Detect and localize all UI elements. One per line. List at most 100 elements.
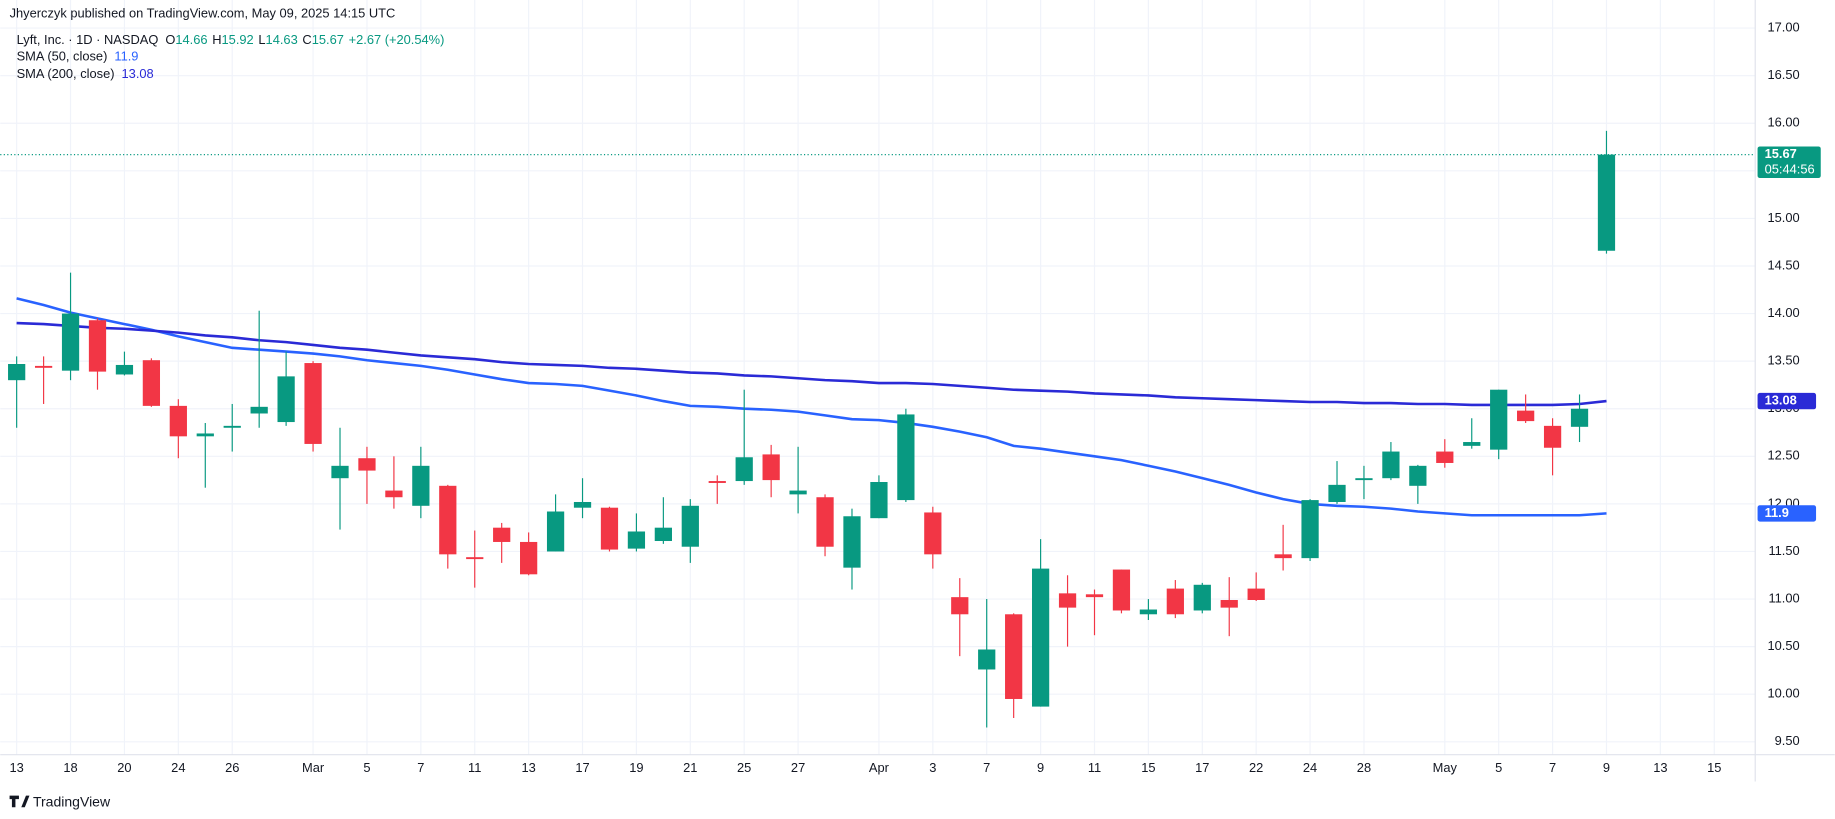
candle-body [142,360,161,406]
x-tick-label: 13 [1653,760,1667,775]
x-tick-label: 19 [629,760,643,775]
candle-body [520,541,538,575]
sma-line [16,321,1607,407]
candle-body [1463,442,1481,446]
candle-body [1220,600,1238,608]
plot [0,130,1756,728]
x-tick-label: 7 [1549,760,1556,775]
candle-body [573,501,592,508]
x-tick-label: 24 [171,760,185,775]
candle-body [412,465,430,506]
candle-body [870,482,888,519]
countdown: 05:44:56 [1765,161,1815,176]
y-tick-label: 11.50 [1768,543,1799,558]
y-tick-label: 14.50 [1767,257,1799,272]
x-tick-label: 28 [1357,760,1371,775]
candle-body [304,363,322,444]
x-tick-label: 15 [1707,760,1721,775]
change: +2.67 (+20.54%) [349,32,445,47]
y-tick-label: 16.50 [1767,67,1799,82]
x-tick-label: Apr [869,760,890,775]
y-tick-label: 10.00 [1767,686,1799,701]
candle-body [951,597,969,615]
x-tick-label: 21 [683,760,697,775]
sma-tag-label: 11.9 [1765,505,1789,520]
candle-body [223,425,241,428]
candle-body [762,454,780,481]
candle-body [681,505,699,547]
candle-body [466,557,484,560]
sma-tag-label: 13.08 [1765,393,1797,408]
x-tick-label: 25 [737,760,751,775]
candle-body [61,313,80,371]
candle-body [1301,500,1319,559]
x-tick-label: 9 [1037,760,1044,775]
candle-body [627,531,646,549]
candle-body [1274,554,1292,559]
sma200-legend: SMA (200, close) 13.08 [17,66,154,81]
candle-body [1409,465,1427,486]
candle-body [1543,425,1562,448]
candle-body [978,649,996,670]
candle-body [1328,484,1346,502]
high-value: 15.92 [222,32,254,47]
candle-body [1139,609,1158,615]
x-tick-label: 22 [1249,760,1263,775]
x-tick-label: 17 [575,760,589,775]
x-tick-label: 5 [1495,760,1502,775]
candle-body [439,485,457,555]
x-tick-label: 7 [417,760,424,775]
candle-body [1112,569,1131,611]
candle-body [196,433,214,437]
candle-body [1005,614,1023,699]
sma200-name: SMA (200, close) [17,66,115,81]
x-tick-label: 5 [363,760,370,775]
candle-body [331,465,349,479]
candle-body [8,364,26,381]
candle-body [1382,451,1400,479]
x-tick-label: May [1433,760,1458,775]
candle-body [816,497,834,547]
candle-body [1166,588,1184,615]
y-tick-label: 9.50 [1775,733,1800,748]
candle-body [1436,451,1454,463]
candle-body [358,458,376,471]
symbol: Lyft, Inc. · 1D · NASDAQ [17,32,159,47]
y-tick-label: 13.50 [1767,353,1799,368]
candle-body [115,364,134,375]
sma50-legend: SMA (50, close) 11.9 [17,49,139,64]
candle-body [385,490,403,498]
candle-body [546,511,565,552]
candle-body [493,527,511,542]
axes: 9.5010.0010.5011.0011.5012.0012.5013.001… [10,19,1821,775]
candle-body [897,414,915,501]
candle-body [1355,478,1373,481]
candle-body [1247,588,1265,601]
candle-body [1085,594,1104,598]
x-tick-label: 15 [1141,760,1155,775]
sma50-name: SMA (50, close) [17,49,108,64]
o-label: O [165,32,175,47]
candle-body [169,405,187,437]
x-tick-label: 17 [1195,760,1209,775]
candle-body [600,507,619,550]
h-label: H [212,32,221,47]
candle-body [1058,593,1077,608]
ohlc-legend: Lyft, Inc. · 1D · NASDAQ O14.66 H15.92 L14.… [17,32,445,47]
x-tick-label: 11 [1088,760,1101,775]
open-value: 14.66 [175,32,207,47]
last-price-tag [1757,146,1821,179]
candle-body [735,457,753,482]
y-tick-label: 15.00 [1767,210,1799,225]
x-tick-label: 20 [117,760,131,775]
publisher-note: Jhyerczyk published on TradingView.com, … [10,5,396,20]
candle-body [1490,389,1508,450]
l-label: L [258,32,265,47]
x-tick-label: 13 [521,760,535,775]
candle-body [88,320,107,372]
x-tick-label: 18 [63,760,77,775]
sma-tag [1757,392,1817,410]
x-tick-label: 24 [1303,760,1317,775]
candle-body [1031,568,1050,707]
